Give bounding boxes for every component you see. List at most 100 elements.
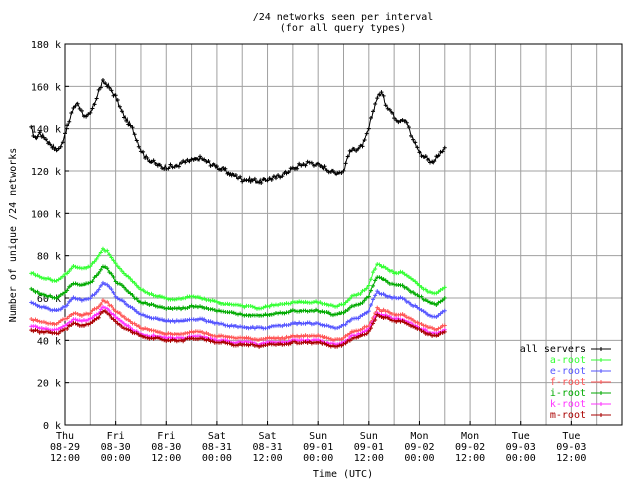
x-tick-label: 12:00 [252, 453, 282, 464]
data-point [385, 267, 390, 272]
data-point [86, 312, 91, 317]
data-point [362, 298, 367, 303]
data-point [54, 322, 59, 327]
data-point [141, 301, 146, 306]
data-point [111, 258, 116, 263]
data-point [202, 331, 207, 336]
data-point [174, 318, 179, 323]
data-point [126, 122, 131, 127]
data-point [354, 293, 359, 298]
x-tick-label: 12:00 [455, 453, 485, 464]
data-point [267, 176, 272, 181]
data-point [115, 264, 120, 269]
data-point [398, 119, 403, 124]
x-tick-label: 12:00 [50, 453, 80, 464]
data-point [223, 340, 228, 345]
data-point [41, 330, 46, 335]
x-axis: Thu08-2912:00Fri08-3000:00Fri08-3012:00S… [50, 421, 586, 464]
data-point [103, 80, 108, 85]
data-point [119, 324, 124, 329]
x-tick-label: 00:00 [101, 453, 131, 464]
data-point [145, 314, 150, 319]
data-point [168, 335, 173, 340]
data-point [257, 180, 262, 185]
data-point [147, 302, 152, 307]
data-point [41, 135, 46, 140]
data-point [191, 330, 196, 335]
data-point [379, 276, 384, 281]
y-tick-label: 120 k [31, 167, 61, 178]
x-tick-label: 09-02 [404, 442, 434, 453]
data-point [328, 302, 333, 307]
data-point [434, 302, 439, 307]
data-point [217, 167, 222, 172]
data-point [417, 326, 422, 331]
data-point [179, 296, 184, 301]
data-point [288, 341, 293, 346]
data-point [107, 252, 112, 257]
data-point [219, 340, 224, 345]
data-point [65, 271, 70, 276]
data-point [189, 336, 194, 341]
data-point [58, 318, 63, 323]
data-point [246, 335, 251, 340]
data-point [411, 290, 416, 295]
data-point [360, 288, 365, 293]
data-point [282, 311, 287, 316]
data-point [88, 110, 93, 115]
data-point [425, 312, 430, 317]
data-point [31, 133, 36, 138]
data-point [141, 287, 146, 292]
data-point [149, 159, 154, 164]
data-point [390, 296, 395, 301]
data-point [252, 326, 257, 331]
data-point [432, 327, 437, 332]
data-point [195, 305, 200, 310]
data-point [303, 308, 308, 313]
data-point [96, 304, 101, 309]
data-point [402, 119, 407, 124]
data-point [128, 304, 133, 309]
data-point [202, 296, 207, 301]
x-tick-label: Fri [157, 431, 175, 442]
data-point [406, 287, 411, 292]
data-point [425, 157, 430, 162]
data-point [248, 313, 253, 318]
data-point [377, 275, 382, 280]
data-point [39, 326, 44, 331]
data-point [373, 278, 378, 283]
data-point [153, 162, 158, 167]
data-point [172, 338, 177, 343]
data-point [92, 259, 97, 264]
data-point [387, 107, 392, 112]
data-point [221, 339, 226, 344]
data-point [214, 309, 219, 314]
data-point [271, 174, 276, 179]
data-point [400, 312, 405, 317]
data-point [77, 313, 82, 318]
data-point [356, 335, 361, 340]
data-point [381, 277, 386, 282]
data-point [94, 256, 99, 261]
data-point [73, 317, 78, 322]
data-point [309, 341, 314, 346]
data-point [225, 323, 230, 328]
data-point [278, 337, 283, 342]
data-point [73, 281, 78, 286]
data-point [425, 299, 430, 304]
data-point [37, 130, 42, 135]
data-point [124, 118, 129, 123]
data-point [63, 323, 67, 328]
data-point [107, 303, 112, 308]
data-point [349, 337, 354, 342]
data-point [364, 310, 369, 315]
data-point [339, 337, 344, 342]
data-point [75, 312, 80, 317]
data-point [242, 313, 247, 318]
data-point [330, 313, 335, 318]
data-point [269, 177, 274, 182]
data-point [415, 145, 420, 150]
data-point [347, 335, 352, 340]
data-point [419, 285, 424, 290]
data-point [54, 327, 59, 332]
